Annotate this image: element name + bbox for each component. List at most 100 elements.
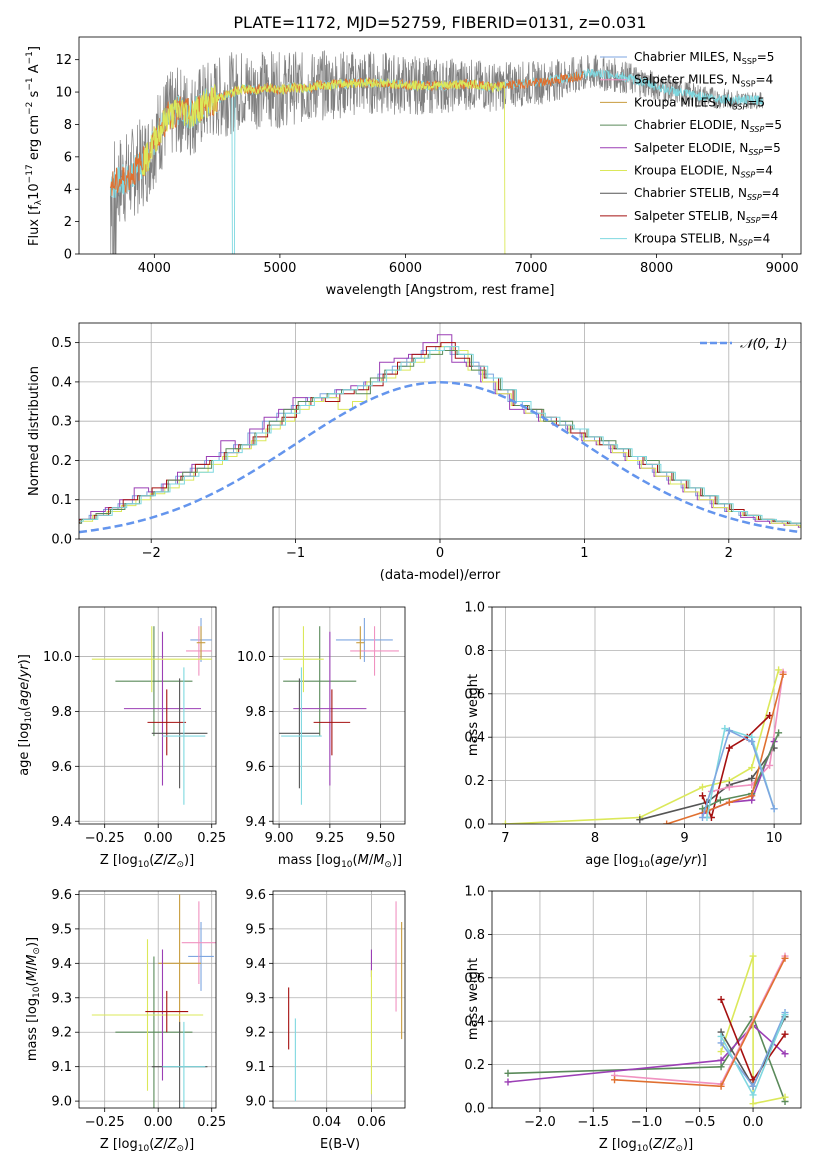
legend-label: Salpeter ELODIE, NSSP=5: [634, 141, 781, 157]
z-mass-ylabel: mass [log10(M/M⊙)]: [25, 937, 42, 1061]
y-tick-label: 0: [64, 248, 72, 263]
weight-marker: [725, 744, 733, 752]
legend-label: Kroupa MILES, NSSP=5: [634, 95, 765, 111]
y-tick-label: 9.1: [51, 1060, 72, 1075]
model-spectrum: [606, 69, 764, 106]
mass-age-xlabel: mass [log10(M/M⊙)]: [278, 853, 402, 870]
z-weight-panel: −2.0 −1.5 −1.0 −0.5 0.0 0.0 0.2 0.4 0.6 0.8 1.0 Z …: [464, 885, 802, 1154]
weight-marker: [717, 1032, 725, 1040]
weight-marker: [766, 761, 774, 769]
x-tick-label: 8000: [640, 261, 673, 276]
y-tick-label: 9.4: [51, 815, 72, 830]
weight-marker: [749, 1082, 757, 1090]
y-tick-label: 9.5: [245, 922, 266, 937]
weight-marker: [781, 1050, 789, 1058]
y-tick-label: 6: [64, 150, 72, 165]
y-tick-label: 0.4: [51, 375, 72, 390]
legend-label: Kroupa ELODIE, NSSP=4: [634, 164, 773, 180]
y-tick-label: 9.6: [245, 760, 266, 775]
weight-marker: [716, 796, 724, 804]
weight-marker: [775, 666, 783, 674]
axes-frame: [78, 606, 217, 825]
legend-label: Chabrier STELIB, NSSP=4: [634, 186, 779, 202]
weight-marker: [770, 805, 778, 813]
y-tick-label: 0.6: [464, 687, 485, 702]
gaussian-curve: [79, 381, 801, 534]
weight-marker: [611, 1076, 619, 1084]
z-age-plot: −0.25 0.00 0.25 9.4 9.6 9.8 10.0: [43, 606, 226, 846]
weight-marker: [717, 1063, 725, 1071]
mass-age-panel: 9.00 9.25 9.50 9.4 9.6 9.8 10.0 mass [log10(M/…: [237, 606, 406, 870]
weight-marker: [749, 1091, 757, 1099]
age-weight-xlabel: age [log10(age/yr)]: [585, 853, 707, 870]
plot-area: [492, 607, 801, 824]
x-tick-label: 7: [501, 831, 509, 846]
x-tick-label: 9.50: [366, 831, 395, 846]
x-tick-label: −1: [286, 546, 305, 561]
y-tick-label: 9.8: [245, 705, 266, 720]
spectrum-plot: 4000 5000 6000 7000 8000 9000 0 2 4 6 8 10 12: [55, 36, 802, 276]
y-tick-label: 0.8: [464, 928, 485, 943]
y-tick-label: 0.2: [51, 454, 72, 469]
y-tick-label: 9.2: [51, 1026, 72, 1041]
histogram-series: [79, 342, 801, 524]
x-tick-label: 8: [591, 831, 599, 846]
y-tick-label: 10.0: [237, 650, 266, 665]
spectrum-legend: Chabrier MILES, NSSP=5 Salpeter MILES, NS…: [600, 50, 782, 248]
weight-marker: [725, 783, 733, 791]
legend-label: Salpeter STELIB, NSSP=4: [634, 209, 778, 225]
gaussian-legend-label: 𝒩(0, 1): [740, 337, 787, 352]
x-tick-label: 0.00: [144, 831, 173, 846]
weight-line: [701, 729, 775, 818]
plot-area: [79, 607, 216, 824]
spectrum-ylabel: Flux [fλ10−17 erg cm−2 s−1 A−1]: [25, 46, 44, 246]
weight-marker: [748, 738, 756, 746]
x-tick-label: 1: [580, 546, 588, 561]
x-tick-label: 2: [725, 546, 733, 561]
z-mass-plot: −0.25 0.00 0.25 9.0 9.1 9.2 9.3 9.4 9.5 9.6: [51, 888, 226, 1130]
x-tick-label: 0.25: [197, 831, 226, 846]
y-tick-label: 9.6: [51, 760, 72, 775]
axes-frame: [78, 322, 802, 540]
weight-marker: [717, 1048, 725, 1056]
weight-marker: [725, 727, 733, 735]
z-weight-xlabel: Z [log10(Z/Z⊙)]: [599, 1137, 693, 1154]
x-tick-label: 0.00: [144, 1115, 173, 1130]
weight-marker: [504, 1078, 512, 1086]
plot-area: [79, 891, 216, 1108]
y-tick-label: 0.2: [464, 1058, 485, 1073]
z-age-ylabel: age [log10(age/yr)]: [17, 654, 34, 776]
x-tick-label: −0.25: [85, 1115, 125, 1130]
x-tick-label: 9: [680, 831, 688, 846]
weight-marker: [501, 820, 509, 824]
y-tick-label: 0.6: [464, 971, 485, 986]
axes-frame: [272, 890, 406, 1109]
age-weight-ylabel: mass weight: [466, 674, 481, 756]
y-tick-label: 9.4: [51, 957, 72, 972]
y-tick-label: 9.6: [245, 888, 266, 903]
axes-frame: [491, 890, 802, 1109]
z-age-xlabel: Z [log10(Z/Z⊙)]: [100, 853, 194, 870]
residual-legend: 𝒩(0, 1): [700, 337, 787, 352]
y-tick-label: 9.8: [51, 705, 72, 720]
y-tick-label: 9.4: [245, 957, 266, 972]
y-tick-label: 9.3: [245, 991, 266, 1006]
residual-xlabel: (data-model)/error: [380, 568, 501, 583]
spectrum-panel: PLATE=1172, MJD=52759, FIBERID=0131, z=0…: [25, 13, 802, 298]
residual-plot: −2 −1 0 1 2 0.0 0.1 0.2 0.3 0.4 0.5: [51, 322, 802, 561]
weight-marker: [504, 1069, 512, 1077]
x-tick-label: 0: [436, 546, 444, 561]
x-tick-label: 0.0: [743, 1115, 764, 1130]
plot-area: [109, 50, 764, 254]
axes-frame: [78, 890, 217, 1109]
y-tick-label: 12: [55, 53, 72, 68]
weight-marker: [749, 952, 757, 960]
ebv-mass-plot: 0.04 0.06 9.0 9.1 9.2 9.3 9.4 9.5 9.6: [245, 888, 406, 1130]
weight-marker: [748, 764, 756, 772]
x-tick-label: −2.0: [524, 1115, 556, 1130]
weight-marker: [636, 816, 644, 824]
histogram-series: [79, 334, 801, 528]
y-tick-label: 9.0: [51, 1095, 72, 1110]
y-tick-label: 9.4: [245, 815, 266, 830]
model-spectrum: [141, 77, 506, 254]
